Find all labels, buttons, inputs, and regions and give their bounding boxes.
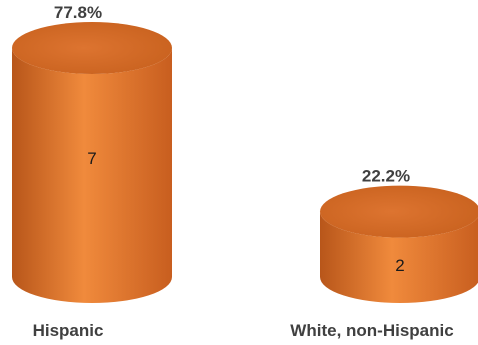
- bar-body-0: [12, 48, 172, 303]
- value-label-1: 2: [395, 256, 404, 275]
- bar-body-1: [320, 211, 478, 303]
- value-label-0: 7: [87, 149, 96, 168]
- bars-group: [12, 22, 478, 303]
- bar-top-1: [320, 185, 478, 238]
- labels-group: 77.8% 7 Hispanic 22.2% 2 White, non-Hispanic: [33, 3, 454, 340]
- category-label-0: Hispanic: [33, 321, 104, 340]
- bar-top-0: [12, 22, 172, 74]
- percent-label-0: 77.8%: [54, 3, 102, 22]
- category-label-1: White, non-Hispanic: [290, 321, 453, 340]
- percent-label-1: 22.2%: [362, 167, 410, 186]
